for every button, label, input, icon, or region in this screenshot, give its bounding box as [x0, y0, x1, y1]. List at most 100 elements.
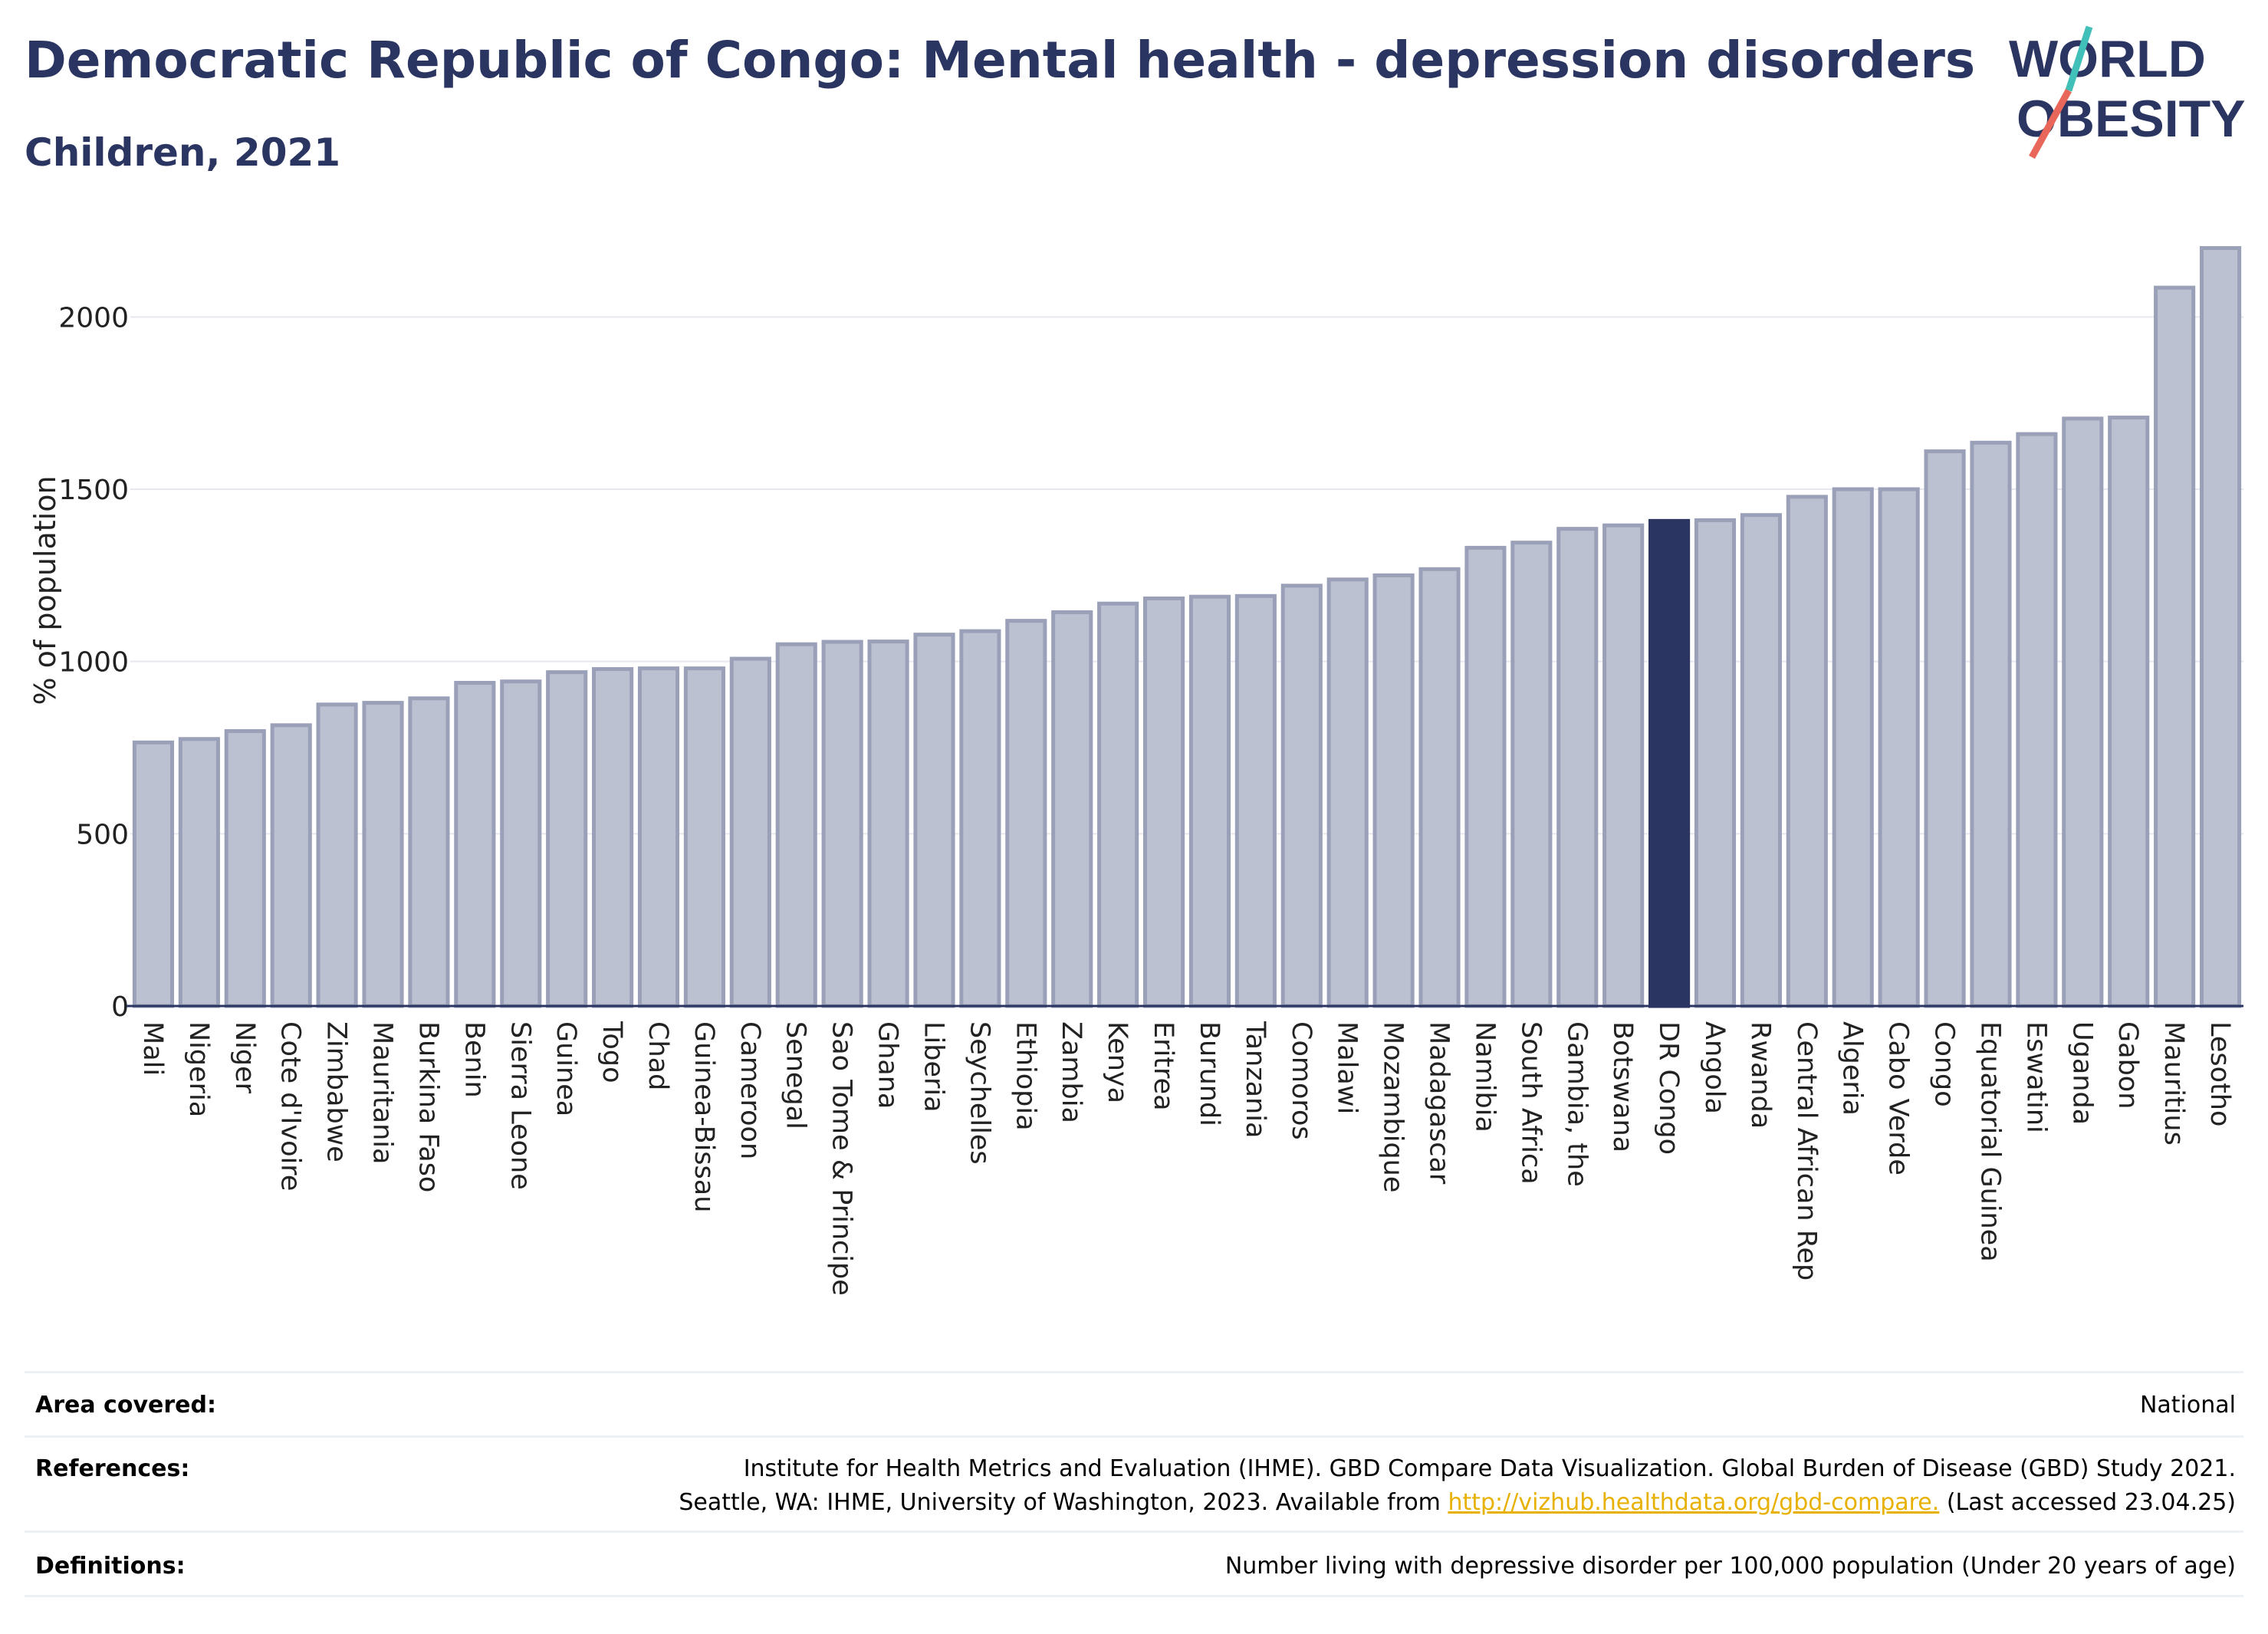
x-tick-label: Lesotho — [2204, 1021, 2235, 1126]
bar — [683, 666, 725, 1008]
bar — [1970, 440, 2012, 1008]
bar — [913, 633, 955, 1008]
footer-divider — [25, 1435, 2243, 1438]
bar — [2199, 245, 2242, 1008]
x-tick-label: Niger — [229, 1021, 260, 1094]
bar — [867, 639, 909, 1008]
definitions-value: Number living with depressive disorder p… — [1224, 1553, 2236, 1580]
references-line-2-suffix: (Last accessed 23.04.25) — [1939, 1489, 2236, 1516]
x-tick-label: Malawi — [1332, 1021, 1362, 1114]
bar — [2062, 416, 2104, 1008]
bar — [1740, 513, 1782, 1008]
references-label: References: — [35, 1455, 190, 1482]
y-tick-label: 1500 — [58, 475, 129, 506]
bar — [1188, 594, 1231, 1008]
x-tick-label: Uganda — [2066, 1021, 2097, 1125]
x-tick-label: Chad — [643, 1021, 673, 1090]
bar — [178, 737, 220, 1008]
bar — [821, 639, 863, 1008]
x-tick-label: Zambia — [1056, 1021, 1086, 1123]
bars — [132, 245, 2242, 1008]
x-tick-label: Burkina Faso — [413, 1021, 443, 1192]
bar — [1234, 593, 1277, 1008]
area-covered-value: National — [2139, 1392, 2236, 1419]
x-tick-label: Burundi — [1194, 1021, 1224, 1126]
bar — [1372, 573, 1415, 1008]
bar — [1142, 596, 1185, 1008]
y-tick-label: 500 — [76, 819, 129, 850]
x-tick-label: Togo — [597, 1021, 627, 1083]
bar — [132, 740, 175, 1008]
x-tick-label: Cabo Verde — [1883, 1021, 1914, 1175]
x-tick-label: Rwanda — [1745, 1021, 1776, 1129]
x-tick-label: Gabon — [2112, 1021, 2143, 1109]
bar — [775, 642, 817, 1008]
x-tick-label: Liberia — [918, 1021, 948, 1113]
bar-highlighted — [1648, 518, 1691, 1008]
footer-divider — [25, 1595, 2243, 1597]
references-line-2: Seattle, WA: IHME, University of Washing… — [679, 1489, 2236, 1516]
bar — [500, 679, 542, 1008]
x-tick-label: Senegal — [781, 1021, 811, 1129]
bar-chart: 0 500 1000 1500 2000 Mali Nigeria Niger Cote d'… — [28, 245, 2243, 1296]
x-tick-label: Mauritius — [2158, 1021, 2189, 1146]
bar — [1878, 487, 1920, 1008]
bar — [316, 702, 358, 1008]
y-tick-label: 1000 — [58, 647, 129, 679]
x-tick-label: Botswana — [1607, 1021, 1638, 1152]
x-tick-label: Nigeria — [183, 1021, 214, 1117]
x-tick-label: Namibia — [1469, 1021, 1500, 1133]
chart-subtitle: Children, 2021 — [25, 130, 341, 175]
bar — [1556, 527, 1599, 1008]
y-tick-labels: 0 500 1000 1500 2000 — [58, 302, 129, 1023]
bar — [546, 670, 588, 1008]
bar — [1924, 449, 1966, 1008]
bar — [959, 629, 1001, 1008]
x-tick-label: Tanzania — [1240, 1021, 1270, 1138]
bar — [1510, 541, 1553, 1008]
bar — [592, 667, 634, 1008]
x-tick-labels: Mali Nigeria Niger Cote d'Ivoire Zimbabwe Mau… — [137, 1021, 2235, 1296]
references-line-1: Institute for Health Metrics and Evaluat… — [743, 1455, 2236, 1482]
x-tick-label: Algeria — [1837, 1021, 1868, 1116]
x-tick-label: Cote d'Ivoire — [275, 1021, 306, 1191]
bar — [1005, 619, 1047, 1008]
x-tick-label: Sao Tome & Principe — [827, 1021, 857, 1296]
logo-slash-teal — [2065, 25, 2093, 92]
logo-slash-coral — [2029, 88, 2072, 159]
footer-divider — [25, 1371, 2243, 1373]
x-tick-label: Madagascar — [1424, 1021, 1454, 1185]
bar — [1602, 523, 1645, 1008]
bar — [408, 696, 450, 1008]
bar — [637, 666, 680, 1008]
bar — [1464, 545, 1507, 1008]
x-tick-label: Comoros — [1286, 1021, 1316, 1140]
bar — [2154, 285, 2196, 1008]
bar — [2108, 416, 2150, 1008]
bar — [1051, 610, 1093, 1008]
bar — [454, 681, 496, 1008]
x-tick-label: Kenya — [1102, 1021, 1132, 1103]
bar — [1326, 577, 1369, 1008]
bar — [729, 656, 771, 1008]
y-tick-label: 0 — [111, 991, 129, 1023]
y-tick-label: 2000 — [58, 302, 129, 334]
x-tick-label: Ghana — [873, 1021, 903, 1109]
x-tick-label: Equatorial Guinea — [1974, 1021, 2005, 1262]
x-tick-label: Ethiopia — [1010, 1021, 1040, 1131]
x-tick-label: Angola — [1699, 1021, 1730, 1114]
x-tick-label: Gambia, the — [1561, 1021, 1592, 1187]
x-tick-label: Cameroon — [735, 1021, 765, 1159]
x-tick-label: Congo — [1929, 1021, 1960, 1107]
bar — [1832, 487, 1874, 1008]
x-tick-label: South Africa — [1515, 1021, 1546, 1185]
bar — [1786, 495, 1828, 1008]
logo-text-world: WORLD — [2009, 30, 2206, 88]
bar — [1280, 584, 1323, 1008]
x-tick-label: Guinea-Bissau — [689, 1021, 719, 1212]
bar — [1097, 601, 1139, 1008]
bar — [2016, 432, 2058, 1008]
references-line-2-prefix: Seattle, WA: IHME, University of Washing… — [679, 1489, 1448, 1516]
references-link[interactable]: http://vizhub.healthdata.org/gbd-compare… — [1448, 1489, 1940, 1516]
x-tick-label: Mauritania — [367, 1021, 398, 1164]
